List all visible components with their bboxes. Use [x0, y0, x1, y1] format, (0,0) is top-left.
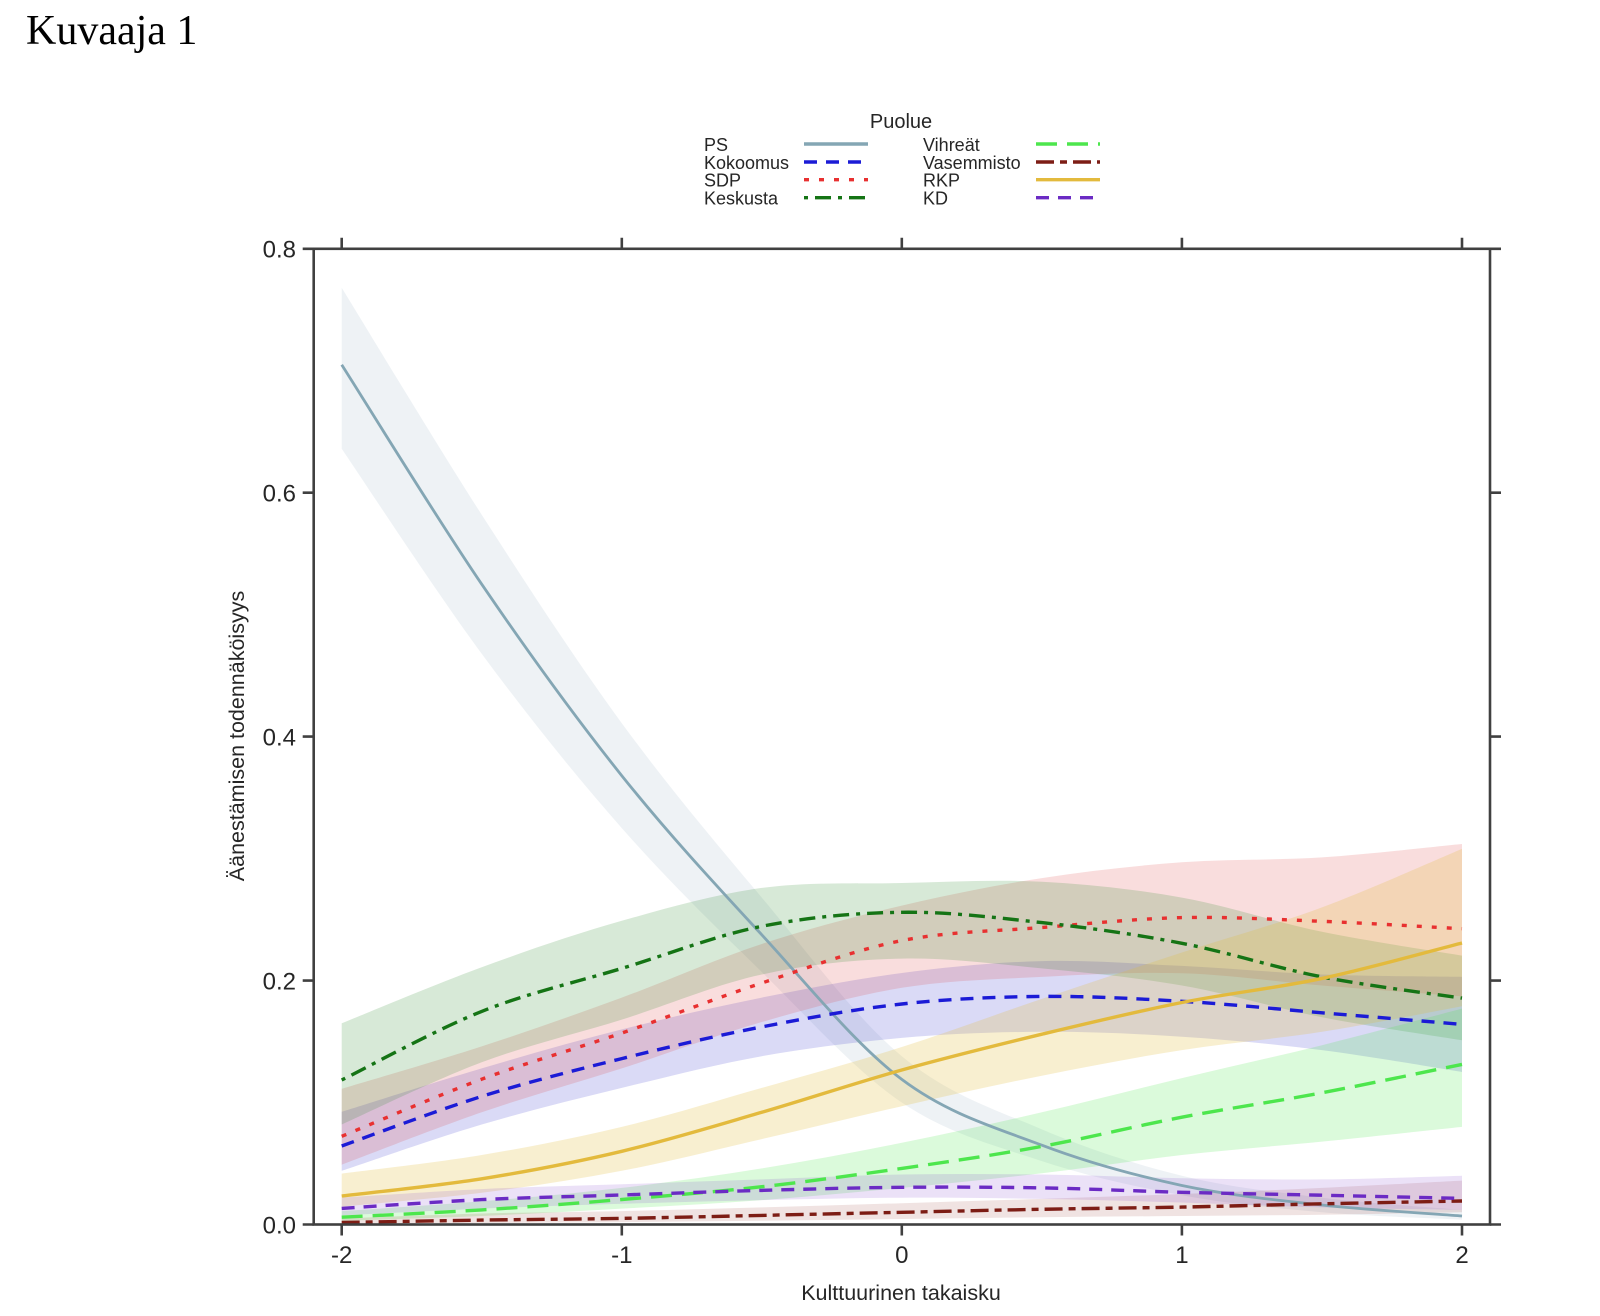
svg-text:KD: KD	[923, 189, 948, 209]
svg-text:Kokoomus: Kokoomus	[704, 153, 789, 173]
svg-text:1: 1	[1175, 1242, 1188, 1269]
svg-text:SDP: SDP	[704, 171, 741, 191]
svg-text:-2: -2	[331, 1242, 352, 1269]
svg-text:RKP: RKP	[923, 171, 960, 191]
svg-text:Vasemmisto: Vasemmisto	[923, 153, 1021, 173]
svg-text:2: 2	[1455, 1242, 1468, 1269]
svg-text:Äänestämisen todennäköisyys: Äänestämisen todennäköisyys	[225, 591, 249, 881]
svg-text:PS: PS	[704, 135, 728, 155]
svg-text:Puolue: Puolue	[870, 111, 932, 133]
svg-text:-1: -1	[611, 1242, 632, 1269]
svg-text:0.2: 0.2	[263, 968, 296, 995]
svg-text:0: 0	[895, 1242, 908, 1269]
svg-text:Vihreät: Vihreät	[923, 135, 980, 155]
svg-text:0.0: 0.0	[263, 1212, 296, 1239]
svg-text:0.4: 0.4	[263, 724, 296, 751]
svg-text:0.8: 0.8	[263, 237, 296, 264]
svg-text:Kulttuurinen takaisku: Kulttuurinen takaisku	[801, 1281, 1001, 1305]
svg-text:Keskusta: Keskusta	[704, 189, 779, 209]
svg-text:0.6: 0.6	[263, 481, 296, 508]
